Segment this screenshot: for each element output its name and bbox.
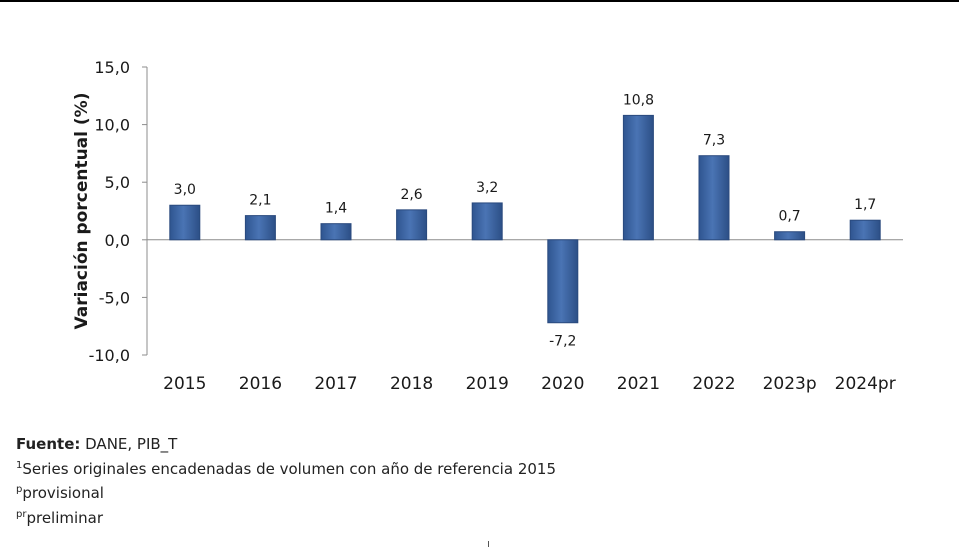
series-note-text: Series originales encadenadas de volumen… [22, 459, 556, 478]
data-label-2017: 1,4 [325, 201, 347, 217]
note-marker: p [16, 484, 23, 495]
data-label-2016: 2,1 [249, 193, 271, 209]
data-label-2015: 3,0 [174, 182, 196, 198]
y-tick-label: -10,0 [89, 346, 130, 365]
bar-2016 [244, 215, 276, 241]
data-label-2021: 10,8 [623, 92, 654, 108]
y-tick-label: 10,0 [94, 116, 130, 135]
data-label-2019: 3,2 [476, 180, 498, 196]
source-label: Fuente: [16, 435, 81, 453]
bar-2015 [169, 204, 201, 241]
bar-chart: 15,0 10,0 5,0 0,0 -5,0 -10,0 Variación porcent… [72, 58, 903, 394]
x-tick-label: 2018 [390, 374, 433, 394]
note-marker: pr [16, 508, 27, 520]
bar-2023p [774, 231, 806, 241]
note-marker: 1 [16, 459, 23, 471]
x-tick-label: 2024pr [835, 374, 896, 394]
preliminary-note: prpreliminar [16, 506, 556, 531]
data-label-2024pr: 1,7 [854, 197, 876, 213]
bar-2020 [547, 239, 579, 324]
x-tick-label: 2021 [617, 374, 660, 394]
preliminary-note-text: preliminar [26, 508, 104, 527]
provisional-note: pprovisional [16, 481, 556, 506]
x-tick-label: 2023p [763, 374, 817, 394]
decorative-tick [488, 541, 489, 547]
data-label-2023p: 0,7 [778, 209, 800, 225]
source-text: DANE, PIB_T [80, 435, 178, 453]
x-tick-label: 2019 [466, 374, 509, 394]
data-label-2018: 2,6 [400, 187, 422, 203]
x-tick-label: 2016 [239, 374, 282, 394]
bar-2021 [622, 114, 654, 241]
y-tick-label: 15,0 [94, 58, 130, 77]
y-tick-label: 5,0 [105, 173, 130, 192]
x-tick-label: 2020 [541, 374, 584, 394]
series-note: 1Series originales encadenadas de volume… [16, 457, 556, 482]
x-tick-label: 2015 [163, 374, 206, 394]
bar-2022 [698, 155, 730, 241]
data-label-2022: 7,3 [703, 133, 725, 149]
bar-2024pr [849, 219, 881, 241]
source-note: Fuente: DANE, PIB_T [16, 432, 556, 457]
bar-2017 [320, 223, 352, 241]
provisional-note-text: provisional [22, 484, 104, 502]
bar-2019 [471, 202, 503, 241]
x-tick-label: 2017 [314, 374, 357, 394]
x-tick-label: 2022 [692, 374, 735, 394]
y-tick-label: -5,0 [99, 288, 130, 307]
bar-2018 [396, 209, 428, 241]
top-border-rule [0, 0, 959, 2]
footnotes: Fuente: DANE, PIB_T 1Series originales e… [16, 432, 556, 530]
y-axis-title: Variación porcentual (%) [72, 93, 92, 330]
y-tick-label: 0,0 [105, 231, 130, 250]
data-label-2020: -7,2 [549, 334, 576, 350]
